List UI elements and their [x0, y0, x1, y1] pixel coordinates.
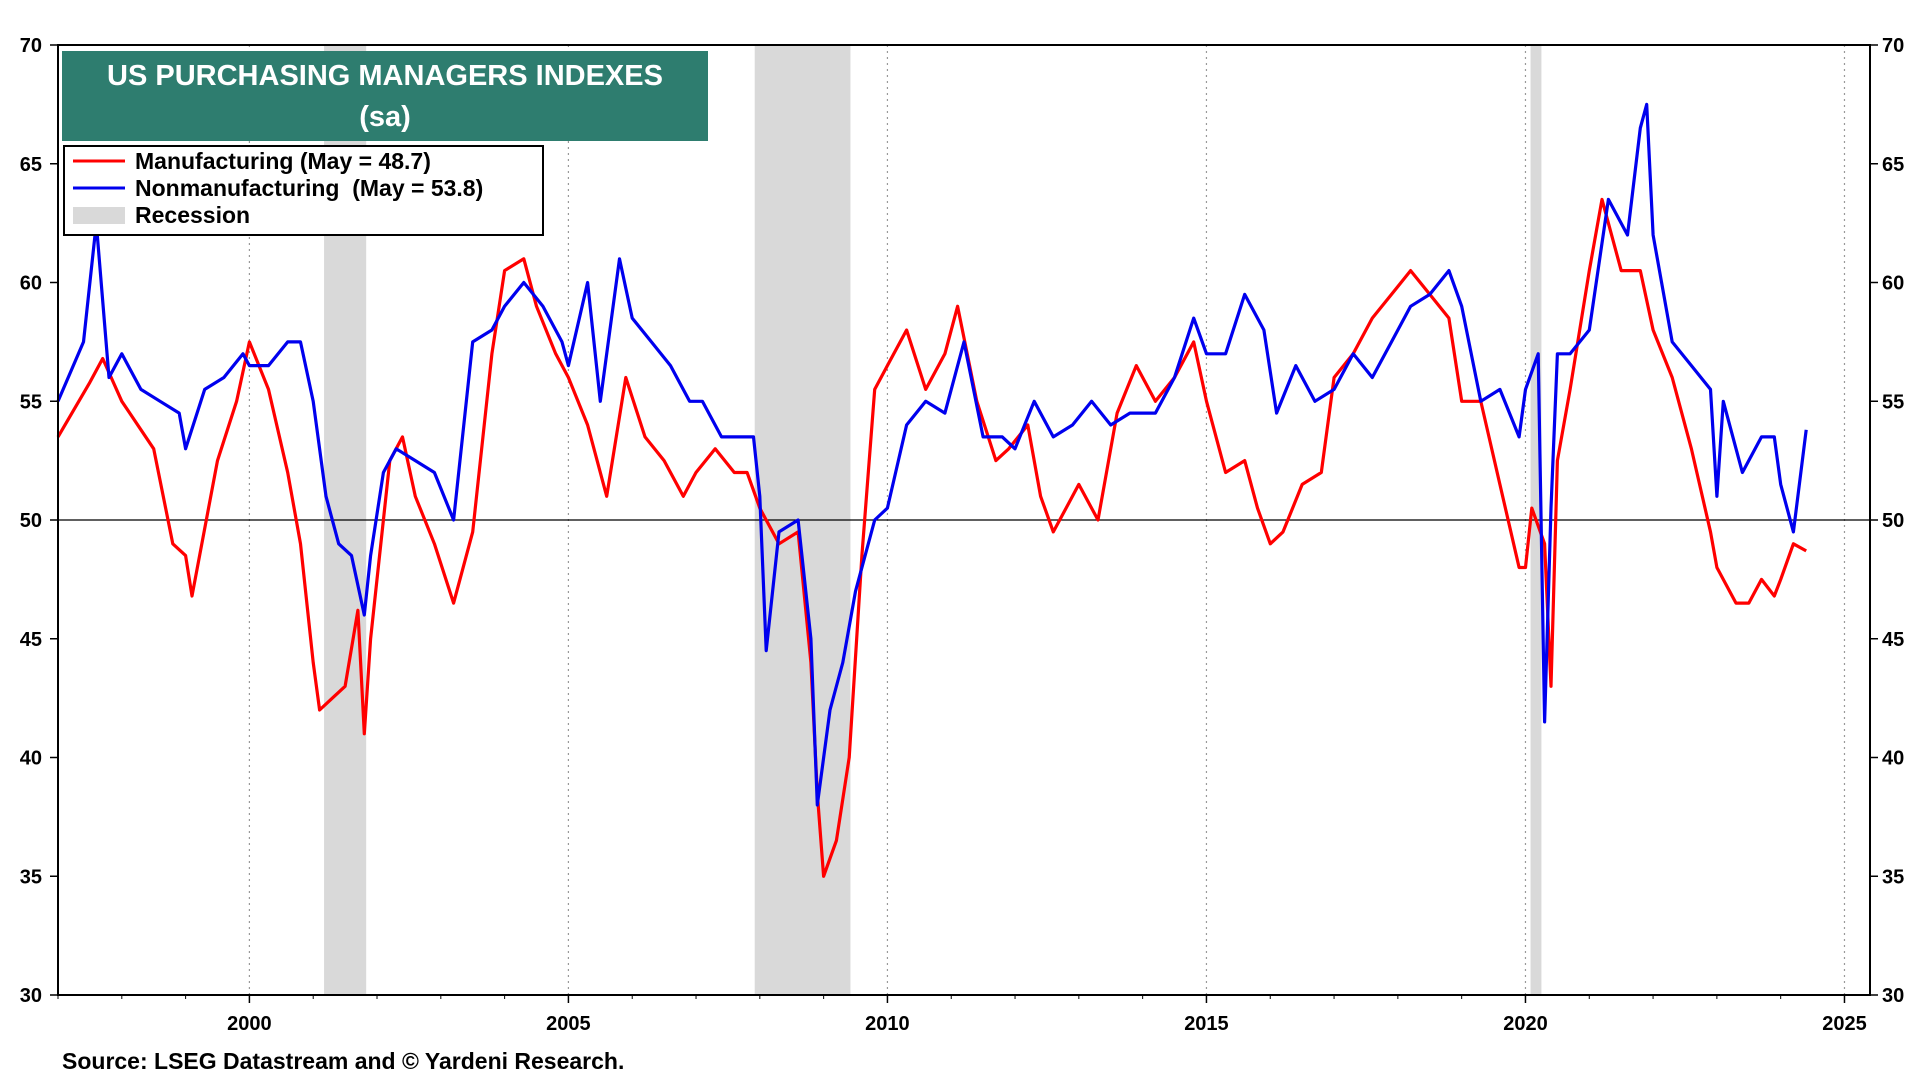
- x-tick-label-2010: 2010: [865, 1013, 910, 1035]
- y-tick-label-right-30: 30: [1882, 985, 1904, 1007]
- y-tick-label-right-45: 45: [1882, 629, 1904, 651]
- x-tick-label-2000: 2000: [227, 1013, 272, 1035]
- legend: Manufacturing (May = 48.7) Nonmanufactur…: [63, 145, 544, 236]
- y-tick-label-right-40: 40: [1882, 748, 1904, 770]
- y-tick-label-left-40: 40: [20, 748, 42, 770]
- y-tick-label-left-30: 30: [20, 985, 42, 1007]
- legend-label-recession: Recession: [135, 202, 250, 228]
- x-tick-label-2020: 2020: [1503, 1013, 1548, 1035]
- series-line-nonmanufacturing: [56, 102, 1808, 807]
- x-tick-label-2015: 2015: [1184, 1013, 1229, 1035]
- series-lines: [56, 102, 1808, 878]
- legend-label-manufacturing: Manufacturing (May = 48.7): [135, 148, 431, 174]
- y-tick-label-left-55: 55: [20, 391, 42, 413]
- y-tick-label-right-70: 70: [1882, 35, 1904, 57]
- y-tick-label-left-65: 65: [20, 154, 42, 176]
- title-background: [62, 51, 708, 141]
- chart-subtitle: (sa): [359, 101, 411, 133]
- series-line-manufacturing: [56, 197, 1807, 878]
- x-tick-label-2025: 2025: [1822, 1013, 1867, 1035]
- y-tick-label-left-35: 35: [20, 866, 42, 888]
- y-tick-label-right-35: 35: [1882, 866, 1904, 888]
- y-tick-label-left-70: 70: [20, 35, 42, 57]
- y-axis-left: 30 35 40 45 50 55 60 65 70: [20, 35, 58, 1007]
- y-tick-label-left-50: 50: [20, 510, 42, 532]
- x-tick-label-2005: 2005: [546, 1013, 591, 1035]
- y-tick-label-right-65: 65: [1882, 154, 1904, 176]
- y-axis-right: 30 35 40 45 50 55 60 65 70: [1870, 35, 1904, 1007]
- legend-box: [63, 145, 544, 236]
- y-tick-label-right-50: 50: [1882, 510, 1904, 532]
- legend-label-nonmanufacturing: Nonmanufacturing (May = 53.8): [135, 175, 483, 201]
- y-tick-label-right-60: 60: [1882, 273, 1904, 295]
- title-box: US PURCHASING MANAGERS INDEXES (sa): [62, 51, 708, 141]
- legend-swatch-recession: [73, 207, 125, 224]
- y-tick-label-left-60: 60: [20, 273, 42, 295]
- chart-title: US PURCHASING MANAGERS INDEXES: [107, 60, 663, 92]
- x-axis: 2000 2005 2010 2015 2020 2025: [57, 995, 1867, 1035]
- y-tick-label-left-45: 45: [20, 629, 42, 651]
- y-tick-label-right-55: 55: [1882, 391, 1904, 413]
- source-note: Source: LSEG Datastream and © Yardeni Re…: [62, 1048, 624, 1074]
